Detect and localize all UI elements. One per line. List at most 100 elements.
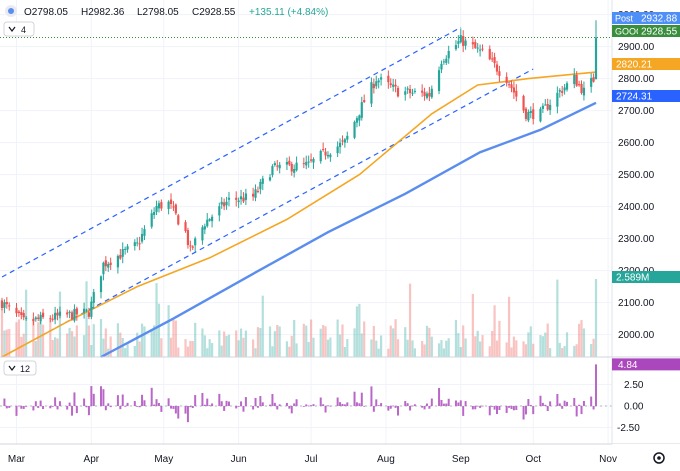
volume-bar [41, 324, 45, 357]
candle [92, 292, 95, 303]
pct-change-bar [211, 403, 214, 406]
badge-name-box [612, 12, 638, 24]
gear-icon[interactable] [653, 452, 665, 464]
price-tick: 2800.00 [618, 74, 655, 85]
pct-change-bar [271, 394, 274, 406]
sub-indicator-count: 12 [20, 364, 30, 374]
pct-change-bar [394, 406, 397, 408]
volume-bar [343, 347, 346, 357]
candle [87, 312, 91, 317]
candle [254, 189, 257, 198]
volume-bar [404, 327, 407, 357]
volume-bar [529, 326, 532, 357]
badge-value: 2932.88 [641, 14, 678, 25]
candle [17, 311, 21, 313]
pct-change-bar [481, 405, 484, 407]
settings-gear-icon[interactable] [653, 452, 665, 464]
pct-change-bar [413, 404, 416, 406]
volume-bar [459, 347, 462, 357]
candle [459, 35, 462, 43]
volume-bar [353, 328, 356, 357]
candle [20, 311, 23, 316]
badge-name: Post [615, 14, 634, 24]
volume-bar [573, 345, 576, 357]
indicator-toggle[interactable]: 4 [3, 21, 35, 37]
candle [387, 75, 390, 83]
sub-axis[interactable]: 2.50 0.00 -2.50 [617, 380, 644, 434]
pct-change-bar [411, 405, 414, 407]
pct-change-bar [90, 386, 93, 406]
candle [220, 201, 223, 205]
volume-bar [104, 328, 107, 357]
gear-icon-center [657, 456, 661, 460]
candle [153, 211, 156, 215]
pct-change-bar [278, 404, 281, 406]
pct-change-bar [464, 401, 467, 406]
sub-indicator-toggle[interactable]: 12 [3, 360, 37, 376]
volume-bar [239, 328, 243, 357]
candle [343, 139, 346, 143]
volume-bar [225, 335, 228, 357]
volume-bar [73, 336, 76, 357]
candle [464, 40, 467, 46]
candle [590, 78, 593, 87]
candle [256, 190, 260, 192]
pct-change-bar [293, 403, 296, 406]
candle [353, 121, 356, 138]
volume-bar [126, 344, 129, 357]
candle [561, 90, 564, 93]
grid [0, 0, 612, 444]
volume-bar [92, 324, 95, 357]
header: O2798.05 H2982.36 L2798.05 C2928.55 +135… [5, 5, 328, 18]
pct-change-bar [206, 398, 209, 406]
candle [5, 302, 8, 305]
indicator-toggle-box[interactable] [3, 21, 35, 37]
pct-change-bar [126, 402, 129, 406]
pct-change-bar [269, 404, 272, 406]
chevron-down-icon[interactable] [8, 26, 16, 32]
candle [580, 83, 583, 93]
pct-change-bar [17, 405, 20, 407]
time-axis[interactable]: Mar Apr May Jun Jul Aug Sep Oct Nov [8, 454, 617, 465]
volume-bar [25, 289, 28, 357]
sub-label-badge: 4.84 [612, 358, 680, 371]
volume-bar [288, 346, 291, 357]
volume-bar [594, 279, 598, 357]
candle [116, 255, 120, 268]
pct-change-bar [256, 406, 259, 408]
volume-bar [87, 325, 91, 357]
candle [119, 255, 122, 259]
pct-change-bar [529, 404, 532, 406]
volume-bar [590, 344, 593, 357]
candle [425, 93, 429, 98]
pct-change-bar [124, 405, 127, 407]
volume-bar [121, 337, 124, 357]
pct-change-bar [167, 398, 170, 406]
sub-indicator-toggle-box[interactable] [3, 360, 37, 376]
candle [177, 215, 180, 225]
candle [259, 181, 262, 190]
candle [302, 163, 305, 165]
chevron-down-icon[interactable] [8, 365, 16, 371]
volume-bar [512, 336, 516, 357]
pct-change-bar [25, 406, 28, 407]
volume-bar [488, 346, 491, 357]
candle [102, 262, 105, 275]
volume-bar [346, 339, 349, 357]
candle [278, 164, 281, 169]
candle [85, 309, 88, 311]
pct-change-bar [556, 393, 559, 406]
candle [573, 74, 576, 85]
candle [524, 108, 528, 119]
volume-bar [68, 327, 71, 357]
volume-bar [138, 341, 141, 357]
candle [341, 140, 344, 142]
pct-change-bar [442, 403, 445, 406]
pct-change-bar [447, 398, 450, 406]
candle [150, 213, 153, 227]
pct-change-bar [223, 406, 226, 411]
candle [25, 317, 28, 319]
pct-change-bar [191, 406, 194, 409]
candle [191, 246, 194, 248]
